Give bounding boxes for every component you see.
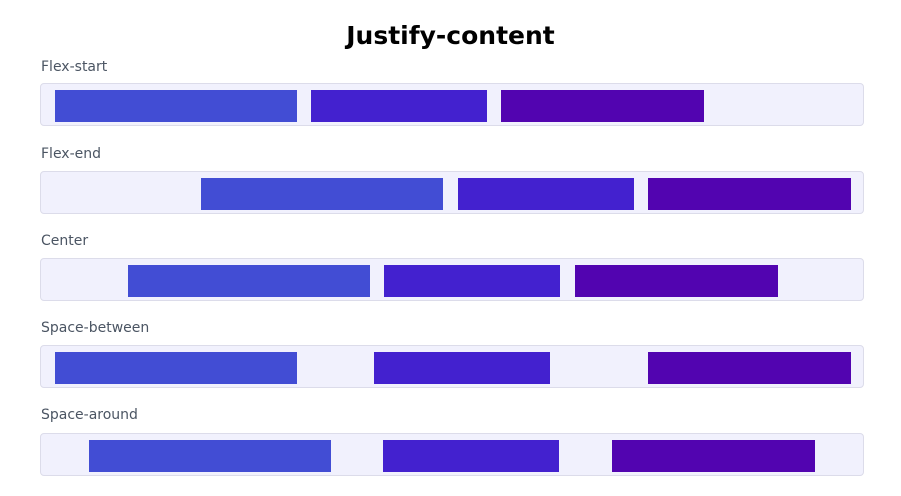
flex-item-2 xyxy=(383,440,559,472)
flex-item-1 xyxy=(89,440,331,472)
row-container-center xyxy=(40,258,864,301)
row-label-flex-start: Flex-start xyxy=(41,59,108,75)
flex-item-2 xyxy=(374,352,550,384)
flex-item-3 xyxy=(612,440,815,472)
row-container-space-between xyxy=(40,345,864,388)
flex-item-3 xyxy=(575,265,778,297)
row-label-flex-end: Flex-end xyxy=(41,146,102,162)
row-label-center: Center xyxy=(41,233,89,249)
row-label-space-around: Space-around xyxy=(41,407,138,423)
row-container-flex-end xyxy=(40,171,864,214)
flex-item-3 xyxy=(501,90,704,122)
flex-item-2 xyxy=(384,265,560,297)
flex-item-1 xyxy=(128,265,370,297)
flex-item-1 xyxy=(55,352,297,384)
flex-item-2 xyxy=(458,178,634,210)
row-label-space-between: Space-between xyxy=(41,320,150,336)
flex-item-1 xyxy=(55,90,297,122)
flex-item-3 xyxy=(648,352,851,384)
page-title: Justify-content xyxy=(346,21,555,50)
row-container-flex-start xyxy=(40,83,864,126)
flex-item-1 xyxy=(201,178,443,210)
flex-item-2 xyxy=(311,90,487,122)
flex-item-3 xyxy=(648,178,851,210)
row-container-space-around xyxy=(40,433,864,476)
